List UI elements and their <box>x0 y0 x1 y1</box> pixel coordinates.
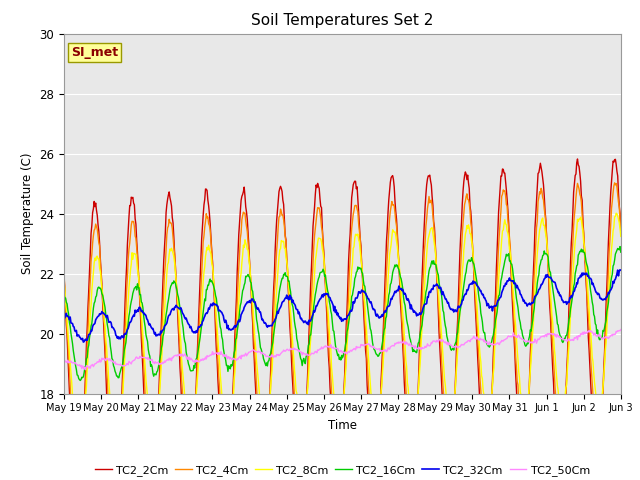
TC2_8Cm <box>335 425 342 431</box>
TC2_4Cm <box>389 202 397 208</box>
TC2_50Cm <box>60 359 68 364</box>
TC2_4Cm <box>207 238 215 243</box>
TC2_16Cm <box>566 306 574 312</box>
TC2_4Cm <box>60 269 68 275</box>
TC2_50Cm <box>82 367 90 372</box>
TC2_8Cm <box>183 419 191 424</box>
TC2_32Cm <box>335 313 342 319</box>
TC2_16Cm <box>389 270 397 276</box>
TC2_8Cm <box>207 251 215 257</box>
Line: TC2_50Cm: TC2_50Cm <box>64 330 621 370</box>
Title: Soil Temperatures Set 2: Soil Temperatures Set 2 <box>252 13 433 28</box>
TC2_32Cm <box>566 296 574 301</box>
TC2_50Cm <box>207 352 215 358</box>
TC2_2Cm <box>444 463 451 468</box>
TC2_2Cm <box>335 476 342 480</box>
TC2_32Cm <box>444 300 451 306</box>
TC2_4Cm <box>611 180 618 186</box>
TC2_4Cm <box>183 455 191 461</box>
TC2_2Cm <box>566 259 574 264</box>
TC2_8Cm <box>75 447 83 453</box>
TC2_16Cm <box>335 351 342 357</box>
TC2_4Cm <box>335 456 342 462</box>
TC2_32Cm <box>60 314 68 320</box>
Line: TC2_8Cm: TC2_8Cm <box>64 213 621 450</box>
TC2_32Cm <box>616 267 624 273</box>
TC2_2Cm <box>617 229 625 235</box>
TC2_50Cm <box>566 337 574 343</box>
TC2_16Cm <box>183 353 191 359</box>
TC2_50Cm <box>183 357 191 362</box>
TC2_8Cm <box>444 404 451 410</box>
TC2_8Cm <box>612 210 620 216</box>
TC2_32Cm <box>617 267 625 273</box>
Text: SI_met: SI_met <box>70 46 118 59</box>
Y-axis label: Soil Temperature (C): Soil Temperature (C) <box>20 153 34 275</box>
Line: TC2_4Cm: TC2_4Cm <box>64 183 621 480</box>
TC2_16Cm <box>616 244 624 250</box>
TC2_50Cm <box>335 348 342 354</box>
TC2_32Cm <box>389 294 397 300</box>
TC2_50Cm <box>617 327 625 333</box>
TC2_16Cm <box>60 290 68 296</box>
TC2_8Cm <box>389 227 397 233</box>
X-axis label: Time: Time <box>328 419 357 432</box>
TC2_32Cm <box>79 339 87 345</box>
TC2_16Cm <box>207 279 215 285</box>
Line: TC2_32Cm: TC2_32Cm <box>64 270 621 342</box>
TC2_8Cm <box>60 280 68 286</box>
TC2_32Cm <box>207 301 215 307</box>
TC2_2Cm <box>60 273 68 278</box>
TC2_32Cm <box>183 318 191 324</box>
TC2_4Cm <box>617 227 625 233</box>
TC2_2Cm <box>573 156 581 162</box>
TC2_16Cm <box>617 249 625 255</box>
Line: TC2_2Cm: TC2_2Cm <box>64 159 621 480</box>
TC2_8Cm <box>617 234 625 240</box>
TC2_2Cm <box>207 234 215 240</box>
TC2_2Cm <box>389 173 397 179</box>
TC2_4Cm <box>566 291 574 297</box>
TC2_16Cm <box>444 336 451 342</box>
Line: TC2_16Cm: TC2_16Cm <box>64 247 621 381</box>
TC2_4Cm <box>444 439 451 444</box>
TC2_8Cm <box>566 312 574 317</box>
Legend: TC2_2Cm, TC2_4Cm, TC2_8Cm, TC2_16Cm, TC2_32Cm, TC2_50Cm: TC2_2Cm, TC2_4Cm, TC2_8Cm, TC2_16Cm, TC2… <box>90 460 595 480</box>
TC2_16Cm <box>76 378 84 384</box>
TC2_50Cm <box>444 339 451 345</box>
TC2_50Cm <box>389 343 397 348</box>
